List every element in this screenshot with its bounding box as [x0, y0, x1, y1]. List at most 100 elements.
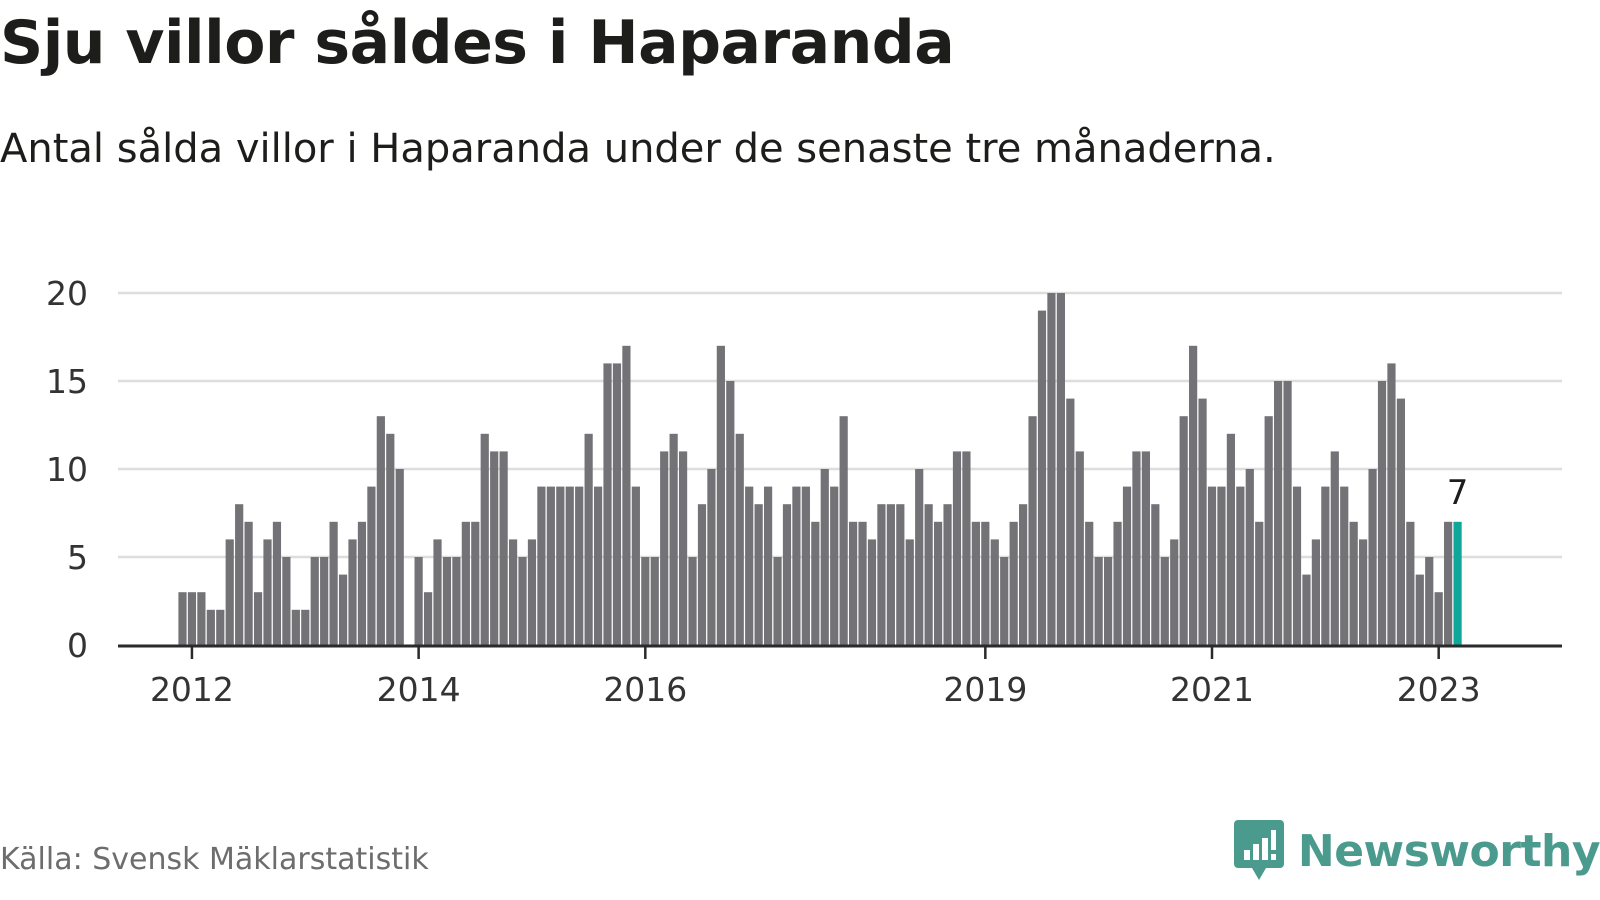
bar [1189, 345, 1198, 645]
bar [981, 521, 990, 645]
bar [414, 557, 423, 645]
bar [773, 557, 782, 645]
bar [1047, 293, 1056, 645]
bar [575, 486, 584, 645]
bar [329, 521, 338, 645]
bar [1037, 310, 1047, 645]
chart-subtitle: Antal sålda villor i Haparanda under de … [0, 126, 1276, 172]
bar [763, 486, 773, 645]
bar [1406, 521, 1415, 645]
bar [565, 486, 574, 645]
bar [1019, 504, 1028, 645]
bar [197, 592, 206, 645]
labels: 0 5 10 15 20 2012 2014 2016 2019 2021 2023 7 [46, 274, 1481, 709]
bar [716, 345, 725, 645]
bar [839, 416, 848, 645]
bar [1066, 398, 1075, 645]
x-tick-label: 2016 [603, 670, 687, 709]
x-tick-label: 2023 [1397, 670, 1481, 709]
bar [848, 521, 858, 645]
bar [830, 486, 839, 645]
bar [546, 486, 555, 645]
bar [1009, 521, 1018, 645]
bar [272, 521, 282, 645]
bar [858, 521, 867, 645]
bar [971, 521, 980, 645]
bar [1094, 557, 1103, 645]
brand-logo: Newsworthy [1233, 820, 1600, 882]
bar [1330, 451, 1339, 645]
bar [1292, 486, 1302, 645]
bar [1151, 504, 1160, 645]
bar [1028, 416, 1037, 645]
bar [1349, 521, 1358, 645]
bar [1122, 486, 1132, 645]
bar [1179, 416, 1188, 645]
bar [1245, 469, 1254, 645]
bar [735, 433, 744, 645]
bar [1113, 521, 1122, 645]
bar [622, 345, 631, 645]
bar [395, 469, 404, 645]
bar [1425, 557, 1434, 645]
bar [1056, 293, 1065, 645]
bar [660, 451, 669, 645]
bar [688, 557, 697, 645]
highlight-value-label: 7 [1447, 473, 1469, 513]
bar [877, 504, 886, 645]
bar [367, 486, 376, 645]
chart-title: Sju villor såldes i Haparanda [0, 8, 955, 78]
bar [357, 521, 367, 645]
bar [310, 557, 319, 645]
bar [811, 521, 820, 645]
bar [650, 557, 659, 645]
y-tick-label: 10 [46, 450, 88, 489]
x-tick-label: 2014 [377, 670, 461, 709]
bar [235, 504, 244, 645]
bar [1396, 398, 1406, 645]
bar [1255, 521, 1264, 645]
y-tick-label: 20 [46, 274, 88, 313]
bar [537, 486, 546, 645]
bar [820, 469, 829, 645]
bar [707, 469, 716, 645]
bar [556, 486, 565, 645]
axes [118, 644, 1562, 659]
y-tick-label: 5 [67, 538, 88, 577]
y-tick-label: 15 [46, 362, 88, 401]
bar [216, 609, 225, 645]
bar [433, 539, 442, 645]
bar [338, 574, 348, 645]
bars [178, 293, 1462, 645]
bar [376, 416, 385, 645]
bar [631, 486, 640, 645]
bar [962, 451, 971, 645]
bar [952, 451, 962, 645]
bar [1444, 521, 1453, 645]
bar [206, 609, 215, 645]
bar [1321, 486, 1330, 645]
bar [1207, 486, 1217, 645]
bar-chart: 0 5 10 15 20 2012 2014 2016 2019 2021 2023 7 [46, 274, 1562, 709]
bar [782, 504, 792, 645]
bar [934, 521, 943, 645]
bar [726, 381, 735, 645]
bar [593, 486, 603, 645]
bar [452, 557, 461, 645]
bar [754, 504, 763, 645]
bar [301, 609, 310, 645]
bar [1340, 486, 1349, 645]
bar [697, 504, 707, 645]
bar [886, 504, 895, 645]
brand-name: Newsworthy [1297, 825, 1600, 877]
bar [1075, 451, 1084, 645]
bar [1085, 521, 1094, 645]
bar [442, 557, 452, 645]
bar [792, 486, 801, 645]
bar [801, 486, 810, 645]
bar [348, 539, 357, 645]
bar [178, 592, 187, 645]
bar [1132, 451, 1141, 645]
bar [471, 521, 480, 645]
bar [867, 539, 877, 645]
